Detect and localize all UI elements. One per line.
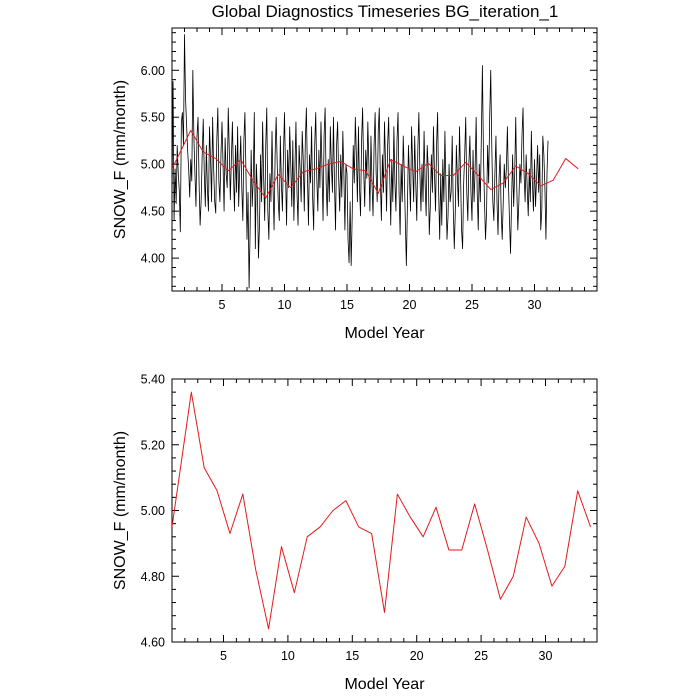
y-tick-label: 4.50 <box>141 205 165 219</box>
x-tick-label: 30 <box>539 649 553 663</box>
y-tick-label: 5.00 <box>141 158 165 172</box>
x-tick-label: 15 <box>340 298 354 312</box>
bottom-chart: 5 10 15 20 25 30 4.60 4.80 5.00 5.20 5.40 Model Yea… <box>112 373 598 693</box>
series-line-annual <box>172 129 579 199</box>
x-tick-label: 20 <box>410 649 424 663</box>
x-tick-label: 5 <box>220 649 227 663</box>
y-tick-label: 5.20 <box>141 438 165 452</box>
x-axis-label: Model Year <box>344 325 425 342</box>
y-tick-label: 5.50 <box>141 111 165 125</box>
y-tick-label: 4.00 <box>141 252 165 266</box>
x-axis-label: Model Year <box>344 676 425 693</box>
y-tick-label: 5.00 <box>141 504 165 518</box>
x-tick-label: 20 <box>403 298 417 312</box>
figure-title: Global Diagnostics Timeseries BG_iterati… <box>212 2 559 21</box>
series-line-monthly <box>172 34 549 289</box>
y-axis-label: SNOW_F (mm/month) <box>112 431 129 590</box>
y-tick-label: 5.40 <box>141 373 165 387</box>
top-chart: 5 10 15 20 25 30 4.00 4.50 5.00 5.50 6.00 Model Yea… <box>112 27 598 342</box>
x-tick-label: 10 <box>281 649 295 663</box>
x-tick-label: 10 <box>278 298 292 312</box>
series-line-annual <box>172 391 592 630</box>
x-tick-label: 25 <box>465 298 479 312</box>
x-tick-label: 25 <box>474 649 488 663</box>
plot-frame <box>171 378 598 643</box>
y-tick-label: 6.00 <box>141 64 165 78</box>
x-tick-label: 30 <box>528 298 542 312</box>
x-tick-label: 15 <box>345 649 359 663</box>
y-axis-label: SNOW_F (mm/month) <box>112 80 129 239</box>
y-tick-label: 4.60 <box>141 636 165 650</box>
y-tick-label: 4.80 <box>141 570 165 584</box>
x-tick-label: 5 <box>219 298 226 312</box>
